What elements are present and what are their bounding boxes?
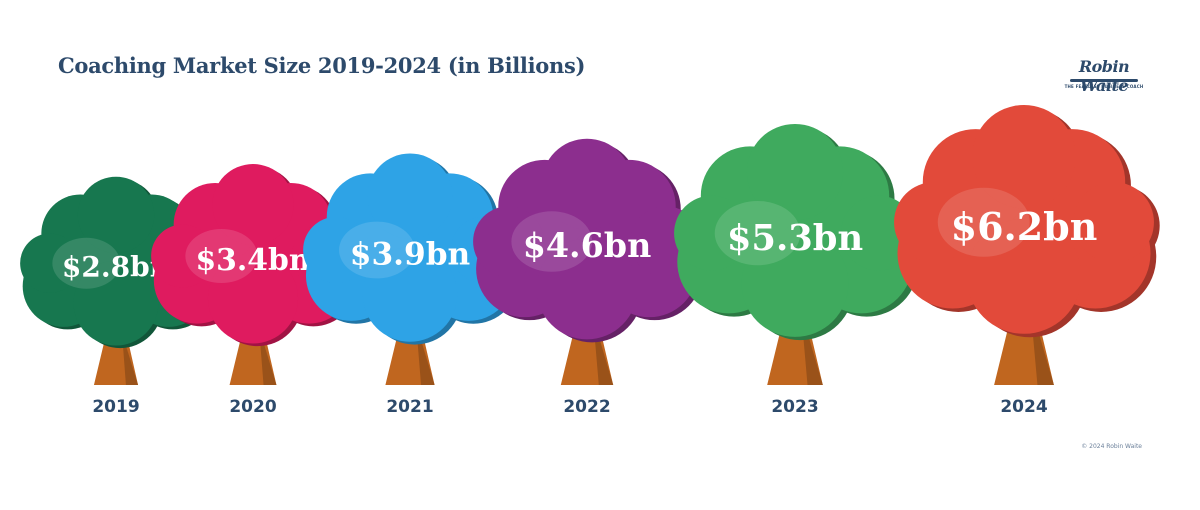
tree-bar-2022: $4.6bn 2022	[473, 138, 706, 417]
value-label: $3.4bn	[195, 243, 310, 278]
value-label: $4.6bn	[523, 226, 652, 265]
tree-highlight	[937, 187, 1030, 257]
tree-bar-2021: $3.9bn 2021	[303, 153, 522, 417]
year-label: 2024	[1000, 397, 1047, 417]
year-label: 2022	[563, 397, 610, 417]
tree-crown	[674, 123, 916, 337]
year-label: 2019	[92, 397, 139, 417]
tree-trunk-shade	[593, 316, 614, 385]
tree-highlight	[339, 221, 415, 279]
tree-trunk-shade	[122, 332, 139, 385]
value-label: $3.9bn	[350, 237, 470, 273]
year-label: 2021	[386, 397, 433, 417]
logo-tagline: THE FEARLESS BUSINESS COACH	[1064, 84, 1144, 89]
chart-title: Coaching Market Size 2019-2024 (in Billi…	[58, 53, 586, 78]
tree-highlight	[185, 228, 258, 284]
robin-waite-logo: Robin Waite THE FEARLESS BUSINESS COACH	[1064, 57, 1144, 97]
value-label: $6.2bn	[951, 204, 1098, 249]
tree-crown	[473, 138, 701, 340]
tree-bar-2023: $5.3bn 2023	[674, 123, 922, 417]
logo-rule	[1070, 79, 1138, 82]
tree-highlight	[511, 211, 593, 272]
year-label: 2023	[771, 397, 818, 417]
tree-trunk-shade	[416, 323, 435, 385]
tree-crown	[894, 104, 1154, 334]
year-label: 2020	[229, 397, 276, 417]
tree-crown	[303, 153, 517, 342]
copyright-notice: © 2024 Robin Waite	[1081, 443, 1142, 450]
value-label: $5.3bn	[727, 218, 863, 259]
tree-highlight	[52, 237, 121, 289]
tree-bar-2024: $6.2bn 2024	[894, 104, 1160, 417]
tree-highlight	[714, 200, 801, 266]
